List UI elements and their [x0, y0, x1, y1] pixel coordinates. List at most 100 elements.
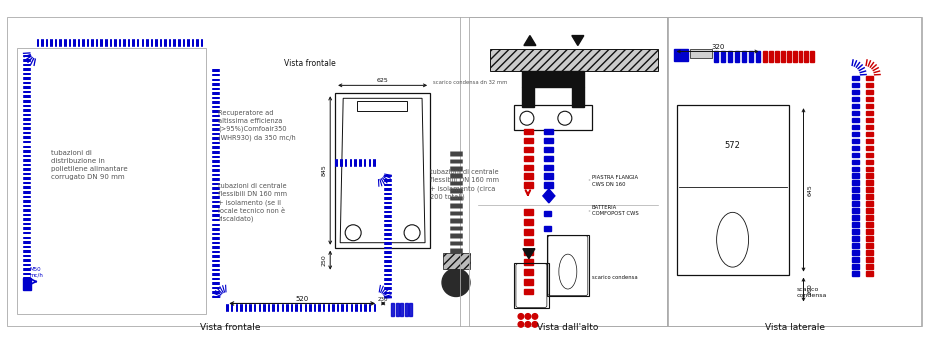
Bar — [867, 229, 873, 234]
Bar — [867, 250, 873, 255]
Circle shape — [532, 314, 538, 319]
Text: Vista laterale: Vista laterale — [764, 323, 825, 332]
Bar — [514, 105, 591, 130]
Bar — [853, 215, 859, 220]
Bar — [524, 174, 533, 179]
Bar — [853, 229, 859, 234]
Bar — [524, 209, 533, 215]
Bar — [22, 277, 31, 289]
Text: scarico
condensa: scarico condensa — [796, 287, 827, 298]
Bar — [853, 194, 859, 199]
Bar — [867, 243, 873, 248]
Bar — [544, 156, 552, 161]
Bar — [853, 132, 859, 136]
Text: 260: 260 — [807, 284, 813, 295]
Bar — [544, 129, 552, 134]
Bar — [522, 71, 584, 87]
Text: 625: 625 — [377, 78, 389, 83]
Bar — [544, 138, 552, 143]
Text: tubazioni di centrale
flessibili DN 160 mm
+ isolamento (circa
200 totali): tubazioni di centrale flessibili DN 160 … — [430, 169, 499, 200]
Circle shape — [518, 322, 524, 327]
Bar — [755, 51, 760, 62]
Bar — [853, 264, 859, 269]
Circle shape — [525, 314, 531, 319]
Text: 572: 572 — [724, 141, 740, 150]
Text: 645: 645 — [807, 184, 813, 196]
Bar — [810, 51, 815, 62]
Bar — [469, 16, 667, 327]
Bar — [853, 97, 859, 101]
Bar — [690, 49, 711, 58]
Bar — [867, 187, 873, 192]
Text: Recuperatore ad
altissima efficienza
(>95%)Comfoair350
(WHR930) da 350 mc/h: Recuperatore ad altissima efficienza (>9… — [219, 110, 296, 141]
Text: 520: 520 — [296, 296, 309, 303]
Bar — [768, 51, 773, 62]
Bar — [867, 97, 873, 101]
Bar — [544, 174, 552, 179]
Bar — [17, 47, 206, 315]
Bar — [357, 101, 407, 111]
Bar — [853, 111, 859, 115]
Bar — [400, 304, 403, 316]
Bar — [867, 153, 873, 157]
Circle shape — [525, 322, 531, 327]
Bar — [443, 253, 470, 269]
Bar — [490, 49, 658, 71]
Bar — [780, 51, 785, 62]
Bar — [544, 182, 552, 188]
Bar — [524, 289, 533, 295]
Bar — [524, 279, 533, 285]
Bar — [867, 194, 873, 199]
Bar — [524, 239, 533, 245]
Text: PIASTRA FLANGIA
CWS DN 160: PIASTRA FLANGIA CWS DN 160 — [591, 175, 638, 187]
Text: 250: 250 — [321, 254, 326, 265]
Bar — [867, 111, 873, 115]
Bar — [667, 16, 922, 327]
Bar — [867, 264, 873, 269]
Bar — [853, 187, 859, 192]
Bar — [405, 304, 407, 316]
Bar — [544, 226, 551, 231]
Bar — [524, 146, 533, 152]
Bar — [867, 125, 873, 129]
Bar — [544, 211, 551, 216]
Bar — [867, 104, 873, 108]
Bar — [853, 257, 859, 262]
Bar — [853, 201, 859, 206]
Bar — [867, 146, 873, 150]
Bar — [853, 271, 859, 275]
Text: tubazioni di centrale
flessibili DN 160 mm
+ isolamento (se il
locale tecnico no: tubazioni di centrale flessibili DN 160 … — [219, 184, 287, 222]
Bar — [804, 51, 808, 62]
Bar — [853, 243, 859, 248]
Bar — [853, 159, 859, 164]
Bar — [713, 51, 718, 62]
Bar — [867, 118, 873, 122]
Bar — [867, 166, 873, 171]
Bar — [867, 174, 873, 178]
Bar — [547, 235, 589, 296]
Text: Vista frontale: Vista frontale — [285, 59, 336, 68]
Bar — [853, 222, 859, 227]
Bar — [867, 236, 873, 241]
Bar — [721, 51, 725, 62]
Circle shape — [532, 322, 538, 327]
Bar — [799, 51, 803, 62]
Bar — [867, 257, 873, 262]
Text: Vista frontale: Vista frontale — [200, 323, 260, 332]
Polygon shape — [524, 36, 536, 46]
Text: M50
mc/h: M50 mc/h — [30, 267, 44, 277]
Bar — [524, 269, 533, 275]
Bar — [853, 104, 859, 108]
Polygon shape — [523, 249, 535, 259]
Bar — [853, 76, 859, 80]
Bar — [867, 222, 873, 227]
Bar — [792, 51, 796, 62]
Bar — [524, 165, 533, 170]
Bar — [727, 51, 732, 62]
Bar — [853, 250, 859, 255]
Bar — [853, 174, 859, 178]
Bar — [867, 83, 873, 87]
Text: scarico condensa: scarico condensa — [591, 275, 637, 280]
Bar — [749, 51, 753, 62]
Text: 320: 320 — [711, 45, 724, 50]
